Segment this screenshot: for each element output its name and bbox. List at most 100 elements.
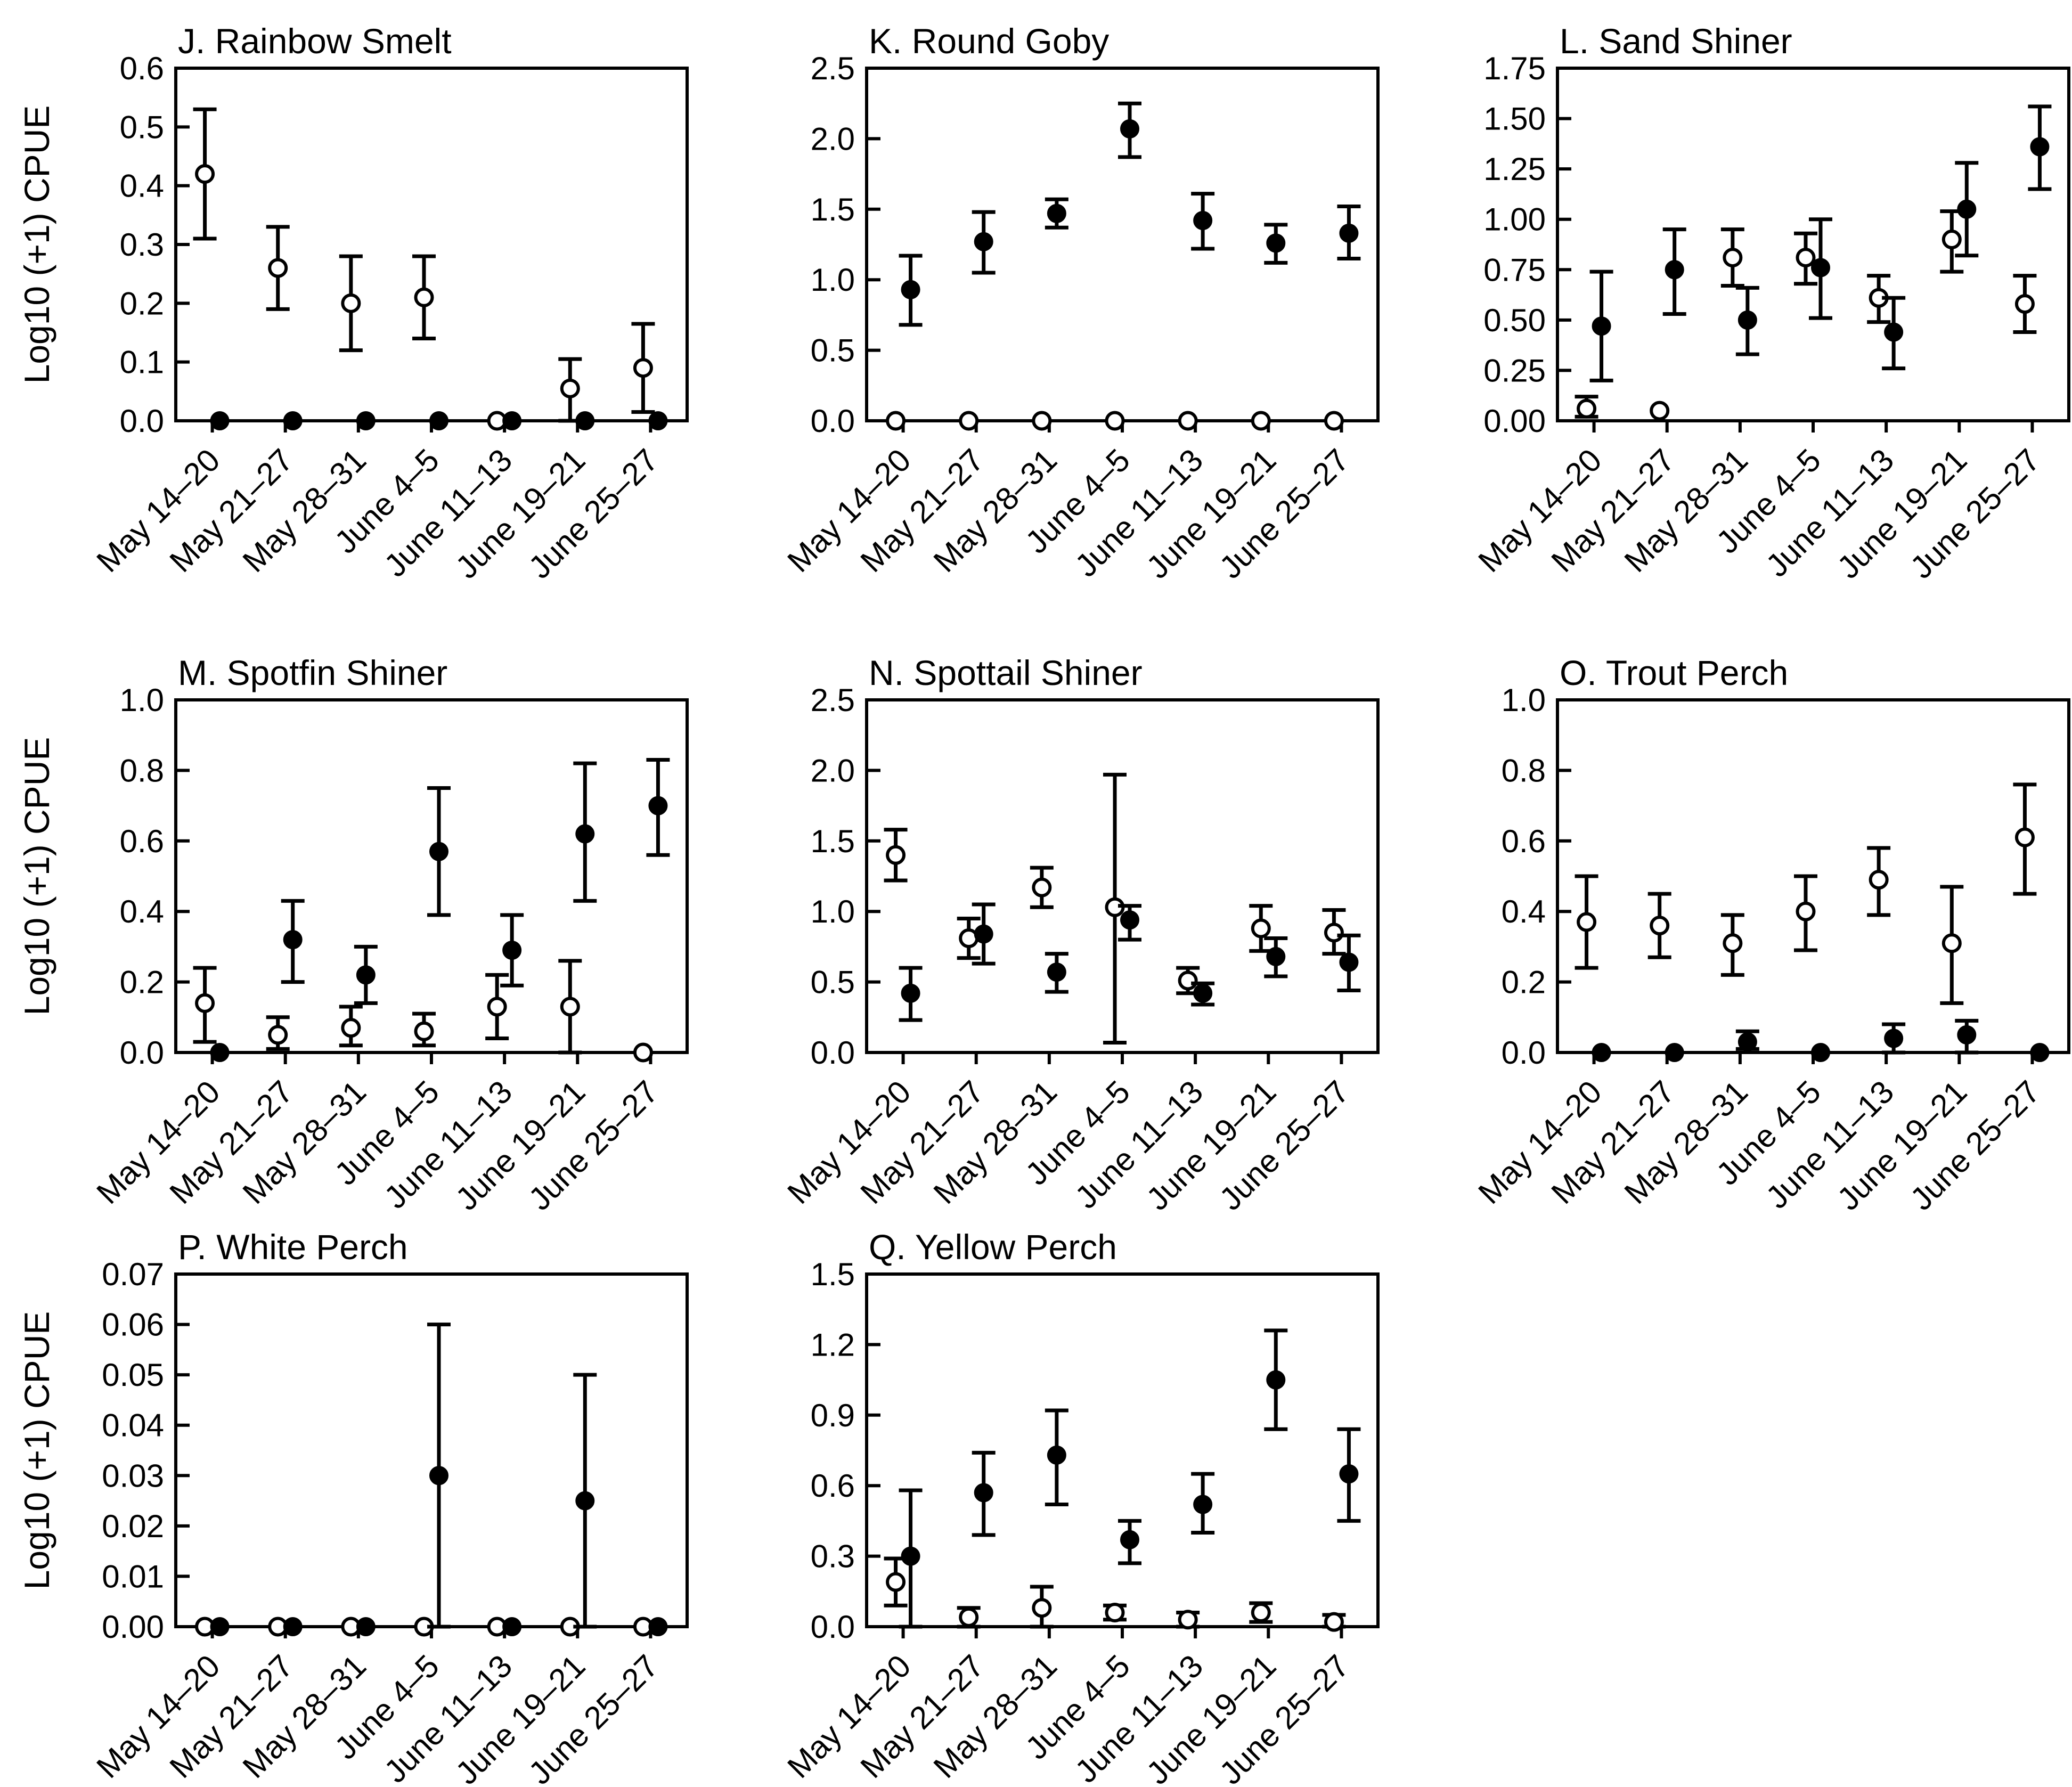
data-point-open-circle bbox=[414, 287, 434, 307]
panel-title: O. Trout Perch bbox=[1560, 653, 1788, 692]
data-point-open-circle bbox=[1869, 870, 1889, 890]
panel-title: P. White Perch bbox=[178, 1227, 408, 1267]
data-point-filled-circle bbox=[2030, 137, 2050, 157]
data-point-open-circle bbox=[959, 411, 979, 431]
data-point-filled-circle bbox=[283, 1617, 303, 1636]
y-tick-label: 0.75 bbox=[1483, 252, 1546, 288]
data-point-filled-circle bbox=[648, 796, 668, 815]
data-point-open-circle bbox=[1796, 248, 1816, 268]
data-point-filled-circle bbox=[502, 411, 522, 430]
y-tick-label: 0.4 bbox=[120, 168, 164, 204]
data-point-filled-circle bbox=[1665, 1043, 1684, 1062]
data-point-filled-circle bbox=[1811, 1043, 1830, 1062]
data-point-filled-circle bbox=[1120, 910, 1139, 930]
data-point-open-circle bbox=[633, 1042, 653, 1063]
data-point-filled-circle bbox=[648, 1617, 668, 1636]
data-point-filled-circle bbox=[356, 965, 376, 985]
data-point-open-circle bbox=[1324, 923, 1344, 943]
data-point-open-circle bbox=[1105, 1603, 1125, 1623]
y-tick-label: 1.0 bbox=[811, 894, 855, 929]
y-tick-label: 1.5 bbox=[811, 1256, 855, 1292]
data-point-filled-circle bbox=[356, 411, 376, 430]
y-tick-label: 0.06 bbox=[102, 1307, 164, 1343]
y-tick-label: 0.3 bbox=[120, 227, 164, 263]
y-tick-label: 0.5 bbox=[120, 109, 164, 145]
y-tick-label: 0.50 bbox=[1483, 303, 1546, 338]
data-point-open-circle bbox=[2014, 294, 2035, 314]
y-tick-label: 0.03 bbox=[102, 1458, 164, 1494]
data-point-filled-circle bbox=[1339, 223, 1359, 243]
data-point-filled-circle bbox=[648, 411, 668, 430]
data-point-filled-circle bbox=[974, 1483, 993, 1503]
data-point-filled-circle bbox=[901, 280, 920, 299]
panel-N: N. Spottail Shiner0.00.51.01.52.02.5May … bbox=[780, 653, 1380, 1217]
y-tick-label: 0.4 bbox=[1502, 894, 1546, 929]
data-point-filled-circle bbox=[974, 232, 993, 251]
y-tick-label: 0.0 bbox=[1502, 1035, 1546, 1071]
panel-J: J. Rainbow Smelt0.00.10.20.30.40.50.6May… bbox=[17, 21, 689, 585]
data-point-filled-circle bbox=[429, 842, 448, 861]
data-point-filled-circle bbox=[283, 930, 303, 950]
data-point-filled-circle bbox=[1339, 1464, 1359, 1484]
data-point-filled-circle bbox=[210, 1043, 230, 1062]
plot-frame bbox=[865, 67, 1380, 422]
data-point-open-circle bbox=[341, 293, 361, 313]
data-point-open-circle bbox=[195, 164, 215, 184]
panel-title: L. Sand Shiner bbox=[1560, 21, 1792, 61]
data-point-filled-circle bbox=[429, 1466, 448, 1486]
data-point-filled-circle bbox=[1884, 1029, 1904, 1048]
y-tick-label: 0.3 bbox=[811, 1539, 855, 1574]
plot-frame bbox=[865, 1272, 1380, 1628]
y-tick-label: 0.6 bbox=[120, 823, 164, 859]
data-point-filled-circle bbox=[1339, 952, 1359, 972]
data-point-filled-circle bbox=[1047, 203, 1066, 223]
data-point-filled-circle bbox=[502, 941, 522, 960]
y-tick-label: 0.25 bbox=[1483, 353, 1546, 388]
data-point-open-circle bbox=[1942, 933, 1962, 953]
panel-P: P. White Perch 0.00 0.01 0.02 0.03 0.04 0.05 0.… bbox=[17, 1227, 689, 1787]
y-tick-label: 0.00 bbox=[1483, 403, 1546, 439]
data-point-open-circle bbox=[1105, 411, 1125, 431]
y-axis-label: Log10 (+1) CPUE bbox=[17, 105, 56, 384]
y-tick-label: 0.8 bbox=[1502, 753, 1546, 788]
data-point-filled-circle bbox=[1592, 1043, 1611, 1062]
data-point-filled-circle bbox=[2030, 1043, 2050, 1062]
plot-frame bbox=[174, 67, 689, 422]
plot-frame bbox=[174, 1272, 689, 1628]
y-tick-label: 0.6 bbox=[120, 51, 164, 86]
data-point-filled-circle bbox=[1266, 233, 1286, 253]
y-tick-label: 1.5 bbox=[811, 823, 855, 859]
data-point-open-circle bbox=[414, 1021, 434, 1041]
y-tick-label: 0.0 bbox=[120, 1035, 164, 1071]
data-point-filled-circle bbox=[1592, 316, 1611, 336]
data-point-open-circle bbox=[195, 993, 215, 1013]
y-tick-label: 0.6 bbox=[811, 1468, 855, 1504]
data-point-filled-circle bbox=[901, 983, 920, 1003]
data-point-open-circle bbox=[1178, 970, 1198, 991]
y-tick-label: 1.2 bbox=[811, 1327, 855, 1362]
y-tick-label: 0.05 bbox=[102, 1357, 164, 1393]
y-tick-label: 0.8 bbox=[120, 753, 164, 788]
data-point-open-circle bbox=[633, 358, 653, 378]
y-tick-label: 1.0 bbox=[1502, 682, 1546, 718]
data-point-open-circle bbox=[1324, 1612, 1344, 1632]
panel-title: M. Spotfin Shiner bbox=[178, 653, 447, 692]
data-point-open-circle bbox=[1650, 916, 1670, 936]
data-point-filled-circle bbox=[1266, 1370, 1286, 1390]
data-point-open-circle bbox=[1723, 248, 1743, 268]
data-point-open-circle bbox=[2014, 827, 2035, 847]
data-point-open-circle bbox=[341, 1018, 361, 1038]
y-tick-label: 2.5 bbox=[811, 682, 855, 718]
data-point-open-circle bbox=[1032, 1598, 1052, 1618]
y-tick-label: 0.0 bbox=[811, 1035, 855, 1071]
y-tick-label: 0.9 bbox=[811, 1398, 855, 1433]
y-tick-label: 0.2 bbox=[1502, 965, 1546, 1000]
y-tick-label: 0.1 bbox=[120, 345, 164, 380]
data-point-open-circle bbox=[1178, 411, 1198, 431]
data-point-filled-circle bbox=[1193, 210, 1213, 230]
data-point-open-circle bbox=[1796, 901, 1816, 921]
